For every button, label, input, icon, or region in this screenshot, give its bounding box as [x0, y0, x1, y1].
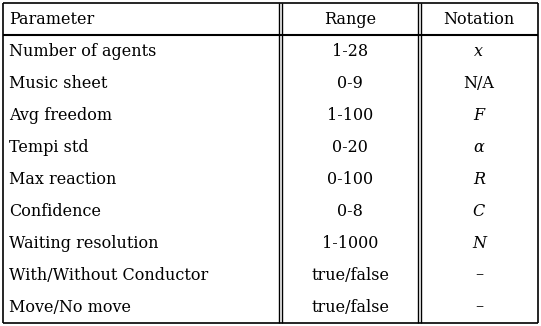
Text: 1-1000: 1-1000: [322, 234, 378, 251]
Text: true/false: true/false: [311, 266, 389, 284]
Text: Confidence: Confidence: [9, 202, 101, 219]
Text: true/false: true/false: [311, 299, 389, 316]
Text: x: x: [474, 42, 483, 60]
Text: Avg freedom: Avg freedom: [9, 107, 112, 124]
Text: 0-100: 0-100: [327, 170, 373, 187]
Text: 0-20: 0-20: [332, 139, 368, 156]
Text: α: α: [473, 139, 484, 156]
Text: Range: Range: [324, 10, 377, 27]
Text: 0-9: 0-9: [337, 75, 363, 92]
Text: F: F: [473, 107, 484, 124]
Text: 1-28: 1-28: [332, 42, 368, 60]
Text: 0-8: 0-8: [337, 202, 363, 219]
Text: R: R: [473, 170, 485, 187]
Text: Move/No move: Move/No move: [9, 299, 131, 316]
Text: Notation: Notation: [443, 10, 514, 27]
Text: –: –: [475, 266, 483, 284]
Text: –: –: [475, 299, 483, 316]
Text: 1-100: 1-100: [327, 107, 373, 124]
Text: Tempi std: Tempi std: [9, 139, 89, 156]
Text: N: N: [472, 234, 486, 251]
Text: C: C: [473, 202, 485, 219]
Text: With/Without Conductor: With/Without Conductor: [9, 266, 208, 284]
Text: Max reaction: Max reaction: [9, 170, 116, 187]
Text: Music sheet: Music sheet: [9, 75, 107, 92]
Text: Number of agents: Number of agents: [9, 42, 156, 60]
Text: Waiting resolution: Waiting resolution: [9, 234, 159, 251]
Text: N/A: N/A: [464, 75, 494, 92]
Text: Parameter: Parameter: [9, 10, 94, 27]
